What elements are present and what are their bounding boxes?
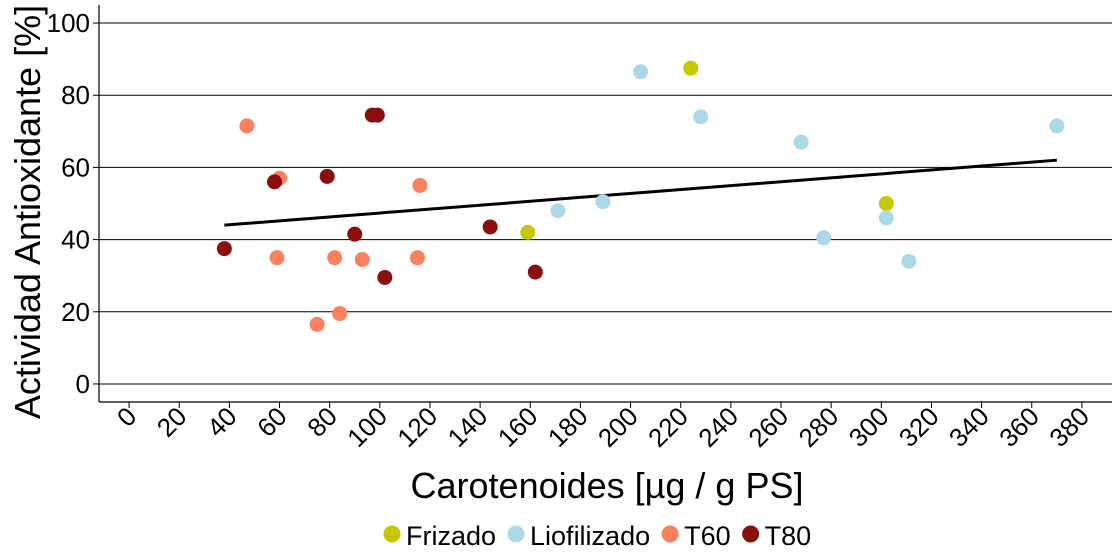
legend-key-liofilizado (507, 525, 525, 543)
x-tick-label: 280 (793, 401, 845, 453)
x-tick-label: 320 (893, 401, 945, 453)
x-tick-label: 120 (391, 401, 443, 453)
x-tick-label: 140 (441, 401, 493, 453)
x-tick-label: 180 (542, 401, 594, 453)
data-point-frizado (683, 60, 699, 76)
x-tick-label: 240 (692, 401, 744, 453)
y-tick-label: 60 (61, 152, 90, 182)
data-point-t60 (412, 177, 428, 193)
data-point-t60 (409, 250, 425, 266)
y-tick-label: 20 (61, 297, 90, 327)
legend-key-t80 (742, 525, 760, 543)
legend-key-t60 (661, 525, 679, 543)
y-axis-ticks: 0 20 40 60 80 100 (47, 8, 99, 399)
data-point-liofilizado (633, 64, 649, 80)
x-tick-label: 260 (742, 401, 794, 453)
x-tick-label: 40 (201, 401, 243, 443)
legend-label: T60 (684, 521, 731, 551)
data-point-t60 (309, 316, 325, 332)
trendline (224, 158, 1057, 227)
data-point-liofilizado (816, 230, 832, 246)
data-point-liofilizado (1049, 118, 1065, 134)
data-point-t80 (319, 168, 335, 184)
legend-label: T80 (765, 521, 812, 551)
legend-label: Frizado (406, 521, 496, 551)
data-point-t60 (332, 306, 348, 322)
data-points (216, 60, 1065, 332)
legend-label: Liofilizado (530, 521, 650, 551)
x-tick-label: 0 (111, 401, 142, 432)
legend-key-frizado (383, 525, 401, 543)
data-point-liofilizado (901, 253, 917, 269)
y-tick-label: 0 (76, 369, 90, 399)
data-point-frizado (878, 196, 894, 211)
data-point-t80 (267, 174, 283, 190)
data-point-t80 (369, 107, 385, 123)
x-tick-label: 380 (1043, 401, 1095, 453)
data-point-liofilizado (595, 194, 611, 210)
data-point-t80 (216, 241, 232, 257)
x-tick-label: 220 (642, 401, 694, 453)
data-point-liofilizado (793, 134, 809, 150)
x-tick-label: 300 (843, 401, 895, 453)
x-tick-label: 360 (993, 401, 1045, 453)
data-point-t60 (269, 250, 285, 266)
data-point-t60 (327, 250, 343, 266)
data-point-liofilizado (550, 203, 566, 219)
data-point-t60 (354, 251, 370, 267)
legend: Frizado Liofilizado T60 T80 (383, 521, 812, 551)
data-point-liofilizado (878, 210, 894, 226)
data-point-liofilizado (693, 109, 709, 125)
x-axis-ticks: 0 20 40 60 801001201401601802002202402602803… (111, 401, 1095, 453)
y-tick-label: 80 (61, 80, 90, 110)
trendline-group (224, 158, 1057, 227)
x-tick-label: 60 (251, 401, 293, 443)
x-axis-title: Carotenoides [µg / g PS] (411, 465, 804, 506)
x-tick-label: 200 (592, 401, 644, 453)
y-tick-label: 100 (47, 8, 90, 38)
data-point-t80 (377, 269, 393, 285)
x-tick-label: 340 (943, 401, 995, 453)
y-axis-title: Actividad Antioxidante [%] (7, 5, 48, 419)
x-tick-label: 160 (492, 401, 544, 453)
data-point-t80 (347, 226, 363, 242)
x-tick-label: 20 (151, 401, 193, 443)
y-tick-label: 40 (61, 225, 90, 255)
axes (98, 5, 1112, 403)
data-point-frizado (520, 224, 536, 240)
data-point-t80 (527, 264, 543, 280)
data-point-t60 (239, 118, 255, 134)
x-tick-label: 80 (301, 401, 343, 443)
data-point-t80 (482, 219, 498, 235)
gridlines (99, 22, 1112, 385)
x-tick-label: 100 (341, 401, 393, 453)
